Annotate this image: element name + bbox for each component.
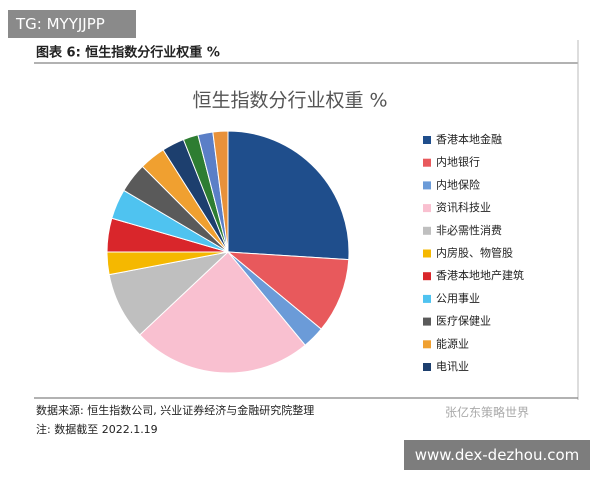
legend-label: 非必需性消费 xyxy=(436,223,502,237)
legend-label: 内房股、物管股 xyxy=(436,246,513,260)
legend-swatch xyxy=(423,181,431,190)
date-note: 注: 数据截至 2022.1.19 xyxy=(36,422,158,436)
legend-swatch xyxy=(423,158,431,167)
pie-slice xyxy=(227,130,350,261)
legend: 香港本地金融内地银行内地保险资讯科技业非必需性消费内房股、物管股香港本地地产建筑… xyxy=(423,132,524,373)
pie-slice xyxy=(139,251,306,374)
figure-caption: 图表 6: 恒生指数分行业权重 % xyxy=(36,45,220,61)
legend-label: 医疗保健业 xyxy=(436,314,491,328)
source-note: 数据来源: 恒生指数公司, 兴业证券经济与金融研究院整理 xyxy=(36,403,314,417)
pie xyxy=(106,130,350,374)
legend-swatch xyxy=(423,226,431,235)
tag-watermark: TG: MYYJJPP xyxy=(8,10,136,38)
chart-title: 恒生指数分行业权重 % xyxy=(192,90,387,112)
legend-label: 香港本地金融 xyxy=(436,132,502,146)
legend-label: 电讯业 xyxy=(436,360,469,373)
legend-label: 资讯科技业 xyxy=(436,200,491,214)
legend-label: 能源业 xyxy=(436,336,469,350)
legend-label: 公用事业 xyxy=(436,292,480,305)
legend-swatch xyxy=(423,294,431,303)
legend-swatch xyxy=(423,272,431,281)
legend-label: 内地保险 xyxy=(436,177,480,191)
site-watermark: www.dex-dezhou.com xyxy=(404,440,590,470)
legend-swatch xyxy=(423,363,431,371)
legend-swatch xyxy=(423,249,431,258)
legend-swatch xyxy=(423,340,431,349)
pie-slice xyxy=(226,251,350,330)
pie-slice xyxy=(212,130,229,253)
legend-label: 香港本地地产建筑 xyxy=(436,268,524,282)
wechat-watermark: 张亿东策略世界 xyxy=(445,405,529,420)
legend-swatch xyxy=(423,136,431,144)
legend-swatch xyxy=(423,204,431,213)
legend-swatch xyxy=(423,317,431,326)
legend-label: 内地银行 xyxy=(436,155,480,169)
